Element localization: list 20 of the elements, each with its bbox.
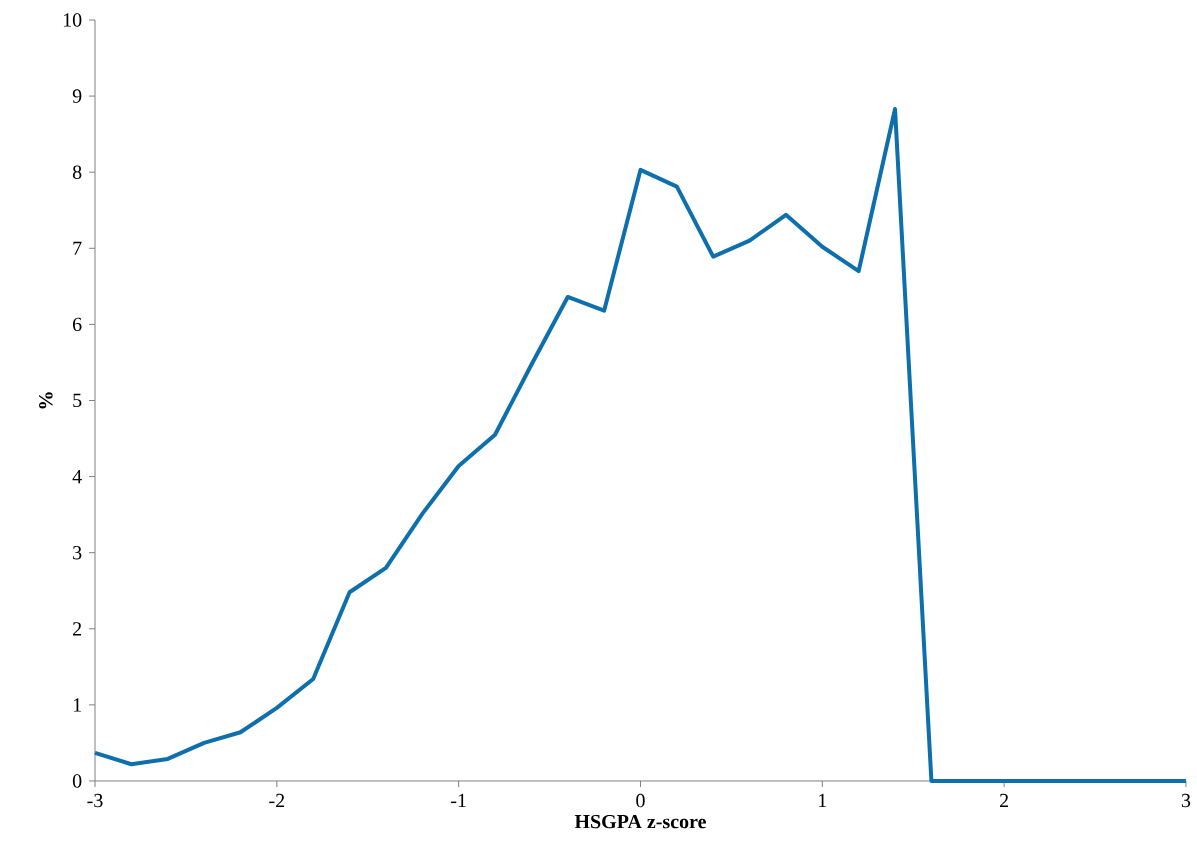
y-tick-label: 8 [72,165,82,179]
y-tick-label: 4 [72,470,82,484]
y-tick-label: 1 [73,698,81,712]
y-tick-label: 9 [72,89,82,103]
y-tick-label: 3 [73,545,82,560]
x-tick-label: -1 [451,793,466,808]
y-tick-label: 7 [73,241,82,255]
x-tick-label: -2 [269,793,285,808]
x-tick-label: 2 [1000,793,1009,808]
x-tick-label: -3 [87,793,103,808]
y-tick-label: 2 [73,622,82,636]
y-tick-label: 10 [63,13,82,27]
x-tick-label: 1 [819,793,827,808]
y-tick-label: 6 [73,317,82,332]
x-tick-label: 0 [636,793,645,808]
x-axis-title: HSGPA z-score [574,814,706,829]
y-axis-title: % [39,392,53,409]
y-tick-label: 5 [73,393,82,408]
y-tick-label: 0 [72,774,82,788]
x-tick-label: 3 [1181,793,1191,808]
